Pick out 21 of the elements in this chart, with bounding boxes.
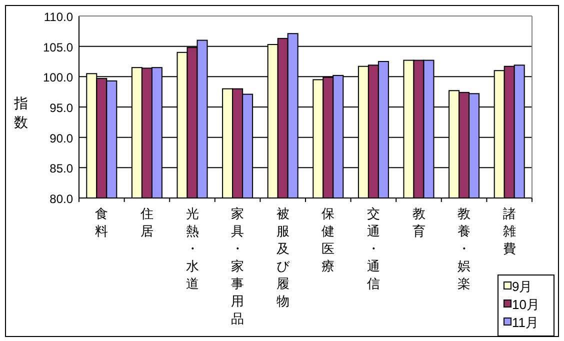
legend-label: 10月 bbox=[512, 297, 540, 312]
y-tick-label: 80.0 bbox=[50, 192, 74, 206]
legend-label: 11月 bbox=[512, 315, 538, 330]
x-tick-label: 住居 bbox=[139, 206, 154, 238]
y-tick-label: 95.0 bbox=[50, 101, 74, 115]
x-tick-label: 食料 bbox=[95, 206, 108, 238]
x-tick-label: 交通・通信 bbox=[366, 206, 380, 291]
x-tick-label: 光熱・水道 bbox=[186, 206, 199, 291]
y-tick-label: 110.0 bbox=[44, 10, 74, 24]
y-tick-label: 85.0 bbox=[50, 162, 74, 176]
y-tick-label: 105.0 bbox=[42, 40, 74, 54]
x-tick-label: 家具・家事用品 bbox=[231, 206, 244, 326]
x-tick-label: 教育 bbox=[412, 206, 426, 238]
y-tick-label: 100.0 bbox=[42, 70, 74, 85]
x-tick-label: 諸雑費 bbox=[502, 206, 516, 256]
x-tick-label: 保健医療 bbox=[322, 206, 335, 274]
x-tick-label: 被服及び履物 bbox=[276, 206, 290, 308]
y-axis-title: 指数 bbox=[13, 95, 28, 130]
x-tick-label: 教養・娯楽 bbox=[458, 206, 471, 291]
y-tick-label: 90.0 bbox=[50, 131, 74, 146]
legend-label: 9月 bbox=[512, 279, 532, 294]
